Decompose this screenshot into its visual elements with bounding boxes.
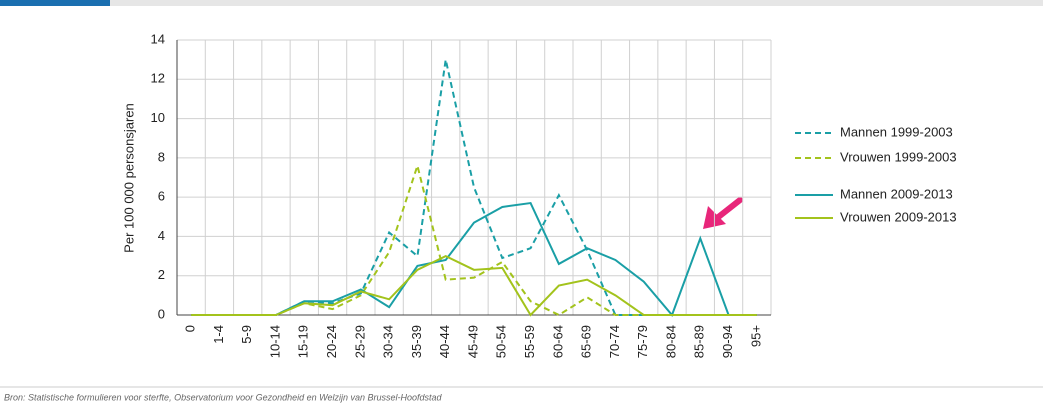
series-line	[191, 162, 757, 317]
x-tick-label: 65-69	[579, 325, 594, 358]
legend-label: Mannen 1999-2003	[840, 124, 953, 139]
y-tick-label: 0	[158, 306, 165, 321]
x-tick-label: 10-14	[267, 325, 282, 358]
x-tick-label: 95+	[748, 325, 763, 347]
x-tick-label: 25-29	[352, 325, 367, 358]
x-tick-label: 15-19	[296, 325, 311, 358]
x-tick-label: 90-94	[720, 325, 735, 358]
x-tick-label: 80-84	[663, 325, 678, 358]
x-tick-label: 30-34	[381, 325, 396, 358]
y-tick-label: 12	[151, 71, 165, 86]
x-tick-label: 35-39	[409, 325, 424, 358]
y-tick-label: 6	[158, 189, 165, 204]
legend-label: Vrouwen 2009-2013	[840, 209, 957, 224]
x-tick-label: 1-4	[211, 325, 226, 344]
y-tick-label: 8	[158, 149, 165, 164]
x-tick-label: 5-9	[239, 325, 254, 344]
x-tick-label: 70-74	[607, 325, 622, 358]
banner-bar	[110, 0, 1043, 6]
y-tick-label: 2	[158, 267, 165, 282]
x-tick-label: 45-49	[465, 325, 480, 358]
source-note: Bron: Statistische formulieren voor ster…	[4, 392, 443, 402]
y-tick-label: 14	[151, 31, 165, 46]
x-tick-label: 20-24	[324, 325, 339, 358]
x-tick-label: 60-64	[550, 325, 565, 358]
annotation-arrow	[703, 197, 743, 229]
banner-block	[0, 0, 110, 6]
legend-label: Vrouwen 1999-2003	[840, 149, 957, 164]
y-tick-label: 10	[151, 110, 165, 125]
series-line	[191, 254, 757, 317]
x-tick-label: 0	[183, 325, 198, 332]
x-tick-label: 85-89	[692, 325, 707, 358]
series-line	[191, 201, 757, 317]
x-tick-label: 40-44	[437, 325, 452, 358]
x-tick-label: 55-59	[522, 325, 537, 358]
x-tick-label: 75-79	[635, 325, 650, 358]
x-tick-label: 50-54	[494, 325, 509, 358]
y-axis-label: Per 100 000 personsjaren	[121, 103, 136, 253]
y-tick-label: 4	[158, 228, 165, 243]
legend-label: Mannen 2009-2013	[840, 186, 953, 201]
